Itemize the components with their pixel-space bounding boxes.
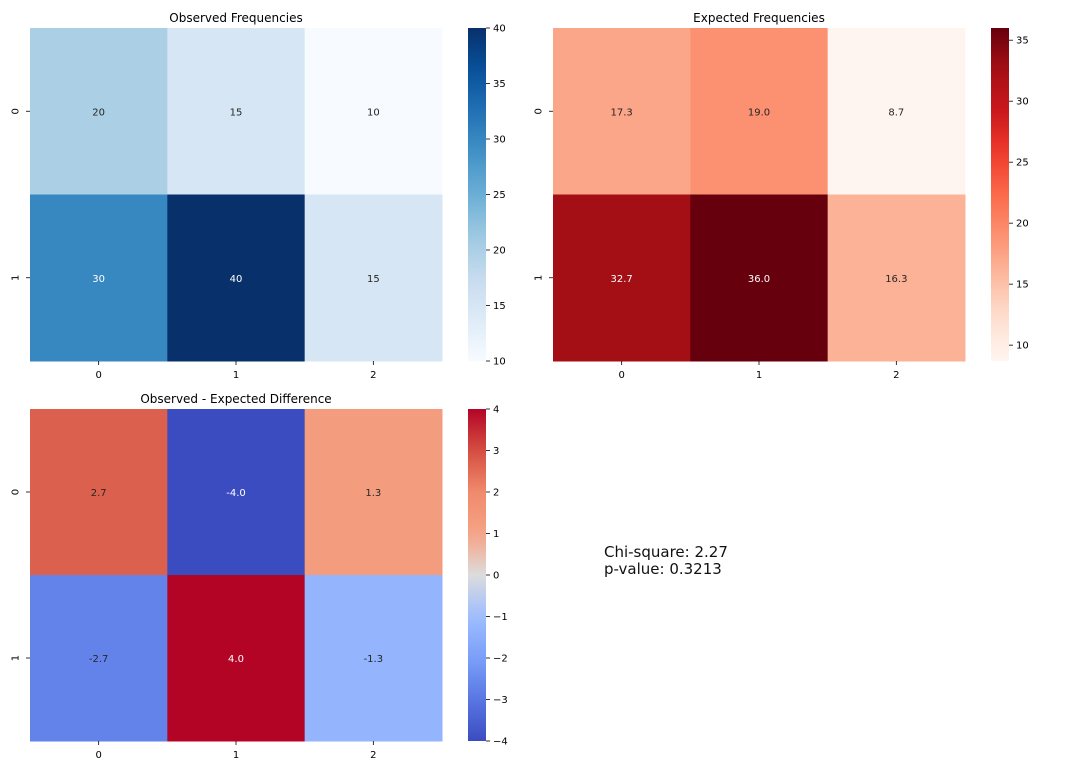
chart2-y-tick-label-1: 1 [534,275,545,281]
chart3-colorbar [468,409,486,741]
chart3-colorbar-tick-label-1: −3 [493,695,508,706]
chart2-colorbar-tick-label-0: 10 [1016,341,1029,352]
chart1-colorbar-tick-label-3: 25 [493,190,506,201]
chart2-colorbar [991,28,1009,361]
chart2-cell-r1-c0 [553,194,691,362]
chart1-cell-label-r0-c0: 20 [92,107,105,118]
chart2-cell-label-r0-c0: 17.3 [611,107,633,118]
chart2-colorbar-tick-label-1: 15 [1016,280,1029,291]
chart1-y-tick-label-1: 1 [11,275,22,281]
p-value-text: p-value: 0.3213 [604,560,722,578]
chart1-colorbar-tick-label-2: 20 [493,246,506,257]
chart2-x-tick-label-0: 0 [618,370,624,381]
chart3-cell-r0-c1 [167,409,306,576]
chart1-cell-label-r0-c2: 10 [367,107,380,118]
chart2-cell-r0-c0 [553,28,691,195]
chart1-cell-label-r0-c1: 15 [230,107,243,118]
chart3-colorbar-tick-label-8: 4 [493,405,499,416]
chart1-colorbar [468,28,486,361]
chart1-cell-r1-c1 [167,194,306,362]
chart3-cell-label-r1-c2: -1.3 [364,654,384,665]
chart1-x-tick-label-1: 1 [233,370,239,381]
chart3-cell-label-r1-c1: 4.0 [228,654,244,665]
chart1-cell-r1-c0 [30,194,168,362]
chart1-cell-r1-c2 [304,194,443,362]
chart1-cell-label-r1-c0: 30 [92,274,105,285]
chart2-cell-label-r1-c2: 16.3 [885,274,907,285]
chart3-cell-label-r1-c0: -2.7 [89,654,109,665]
chart2-cell-r1-c2 [827,194,966,362]
chart2-title: Expected Frequencies [693,11,825,25]
stats-box: Chi-square: 2.27 p-value: 0.3213 [604,544,728,578]
chart3-cell-label-r0-c0: 2.7 [91,488,107,499]
chart1-y-tick-label-0: 0 [11,108,22,114]
chart3-colorbar-tick-label-2: −2 [493,654,508,665]
chart3-cell-label-r0-c2: 1.3 [365,488,381,499]
chart3-colorbar-tick-label-5: 1 [493,529,499,540]
chart2-cell-label-r0-c1: 19.0 [748,107,770,118]
chart2-cell-label-r1-c1: 36.0 [748,274,770,285]
chart2-cell-r1-c1 [690,194,829,362]
chart3-x-tick-label-1: 1 [233,750,239,761]
chart3-colorbar-tick-label-4: 0 [493,571,499,582]
chart1-cell-r0-c1 [167,28,306,195]
chart1-colorbar-tick-label-6: 40 [493,24,506,35]
chart3-cell-r0-c0 [30,409,168,576]
chart1-x-tick-label-2: 2 [370,370,376,381]
chart1-colorbar-tick-label-0: 10 [493,357,506,368]
chart2-y-tick-label-0: 0 [534,108,545,114]
chart3-x-tick-label-2: 2 [370,750,376,761]
chart3-title: Observed - Expected Difference [140,392,331,406]
chart2-x-tick-label-2: 2 [893,370,899,381]
chart3-cell-r1-c0 [30,575,168,742]
chart1-cell-label-r1-c1: 40 [230,274,243,285]
chart2-cell-r0-c1 [690,28,829,195]
chart2-x-tick-label-1: 1 [756,370,762,381]
chart3-y-tick-label-1: 1 [11,655,22,661]
chart1-cell-r0-c0 [30,28,168,195]
chart2-colorbar-tick-label-5: 35 [1016,36,1029,47]
chart3-colorbar-tick-label-7: 3 [493,446,499,457]
chart3-cell-r0-c2 [304,409,443,576]
chart3-x-tick-label-0: 0 [95,750,101,761]
chart3-cell-r1-c2 [304,575,443,742]
chi-square-text: Chi-square: 2.27 [604,543,728,561]
chart3-cell-label-r0-c1: -4.0 [226,488,246,499]
chart1-title: Observed Frequencies [169,11,302,25]
chart1-x-tick-label-0: 0 [95,370,101,381]
chart1-colorbar-tick-label-5: 35 [493,79,506,90]
chart2-colorbar-tick-label-3: 25 [1016,158,1029,169]
chart3-colorbar-tick-label-6: 2 [493,488,499,499]
chart1-colorbar-tick-label-4: 30 [493,135,506,146]
chart1-colorbar-tick-label-1: 15 [493,301,506,312]
chart2-cell-r0-c2 [827,28,966,195]
chart3-colorbar-tick-label-3: −1 [493,612,508,623]
chart2-cell-label-r1-c0: 32.7 [611,274,633,285]
chart3-colorbar-tick-label-0: −4 [493,737,508,748]
chart2-colorbar-tick-label-2: 20 [1016,219,1029,230]
chart3-cell-r1-c1 [167,575,306,742]
chart2-colorbar-tick-label-4: 30 [1016,97,1029,108]
chart2-cell-label-r0-c2: 8.7 [888,107,904,118]
chart1-cell-label-r1-c2: 15 [367,274,380,285]
chart3-y-tick-label-0: 0 [11,489,22,495]
chart1-cell-r0-c2 [304,28,443,195]
